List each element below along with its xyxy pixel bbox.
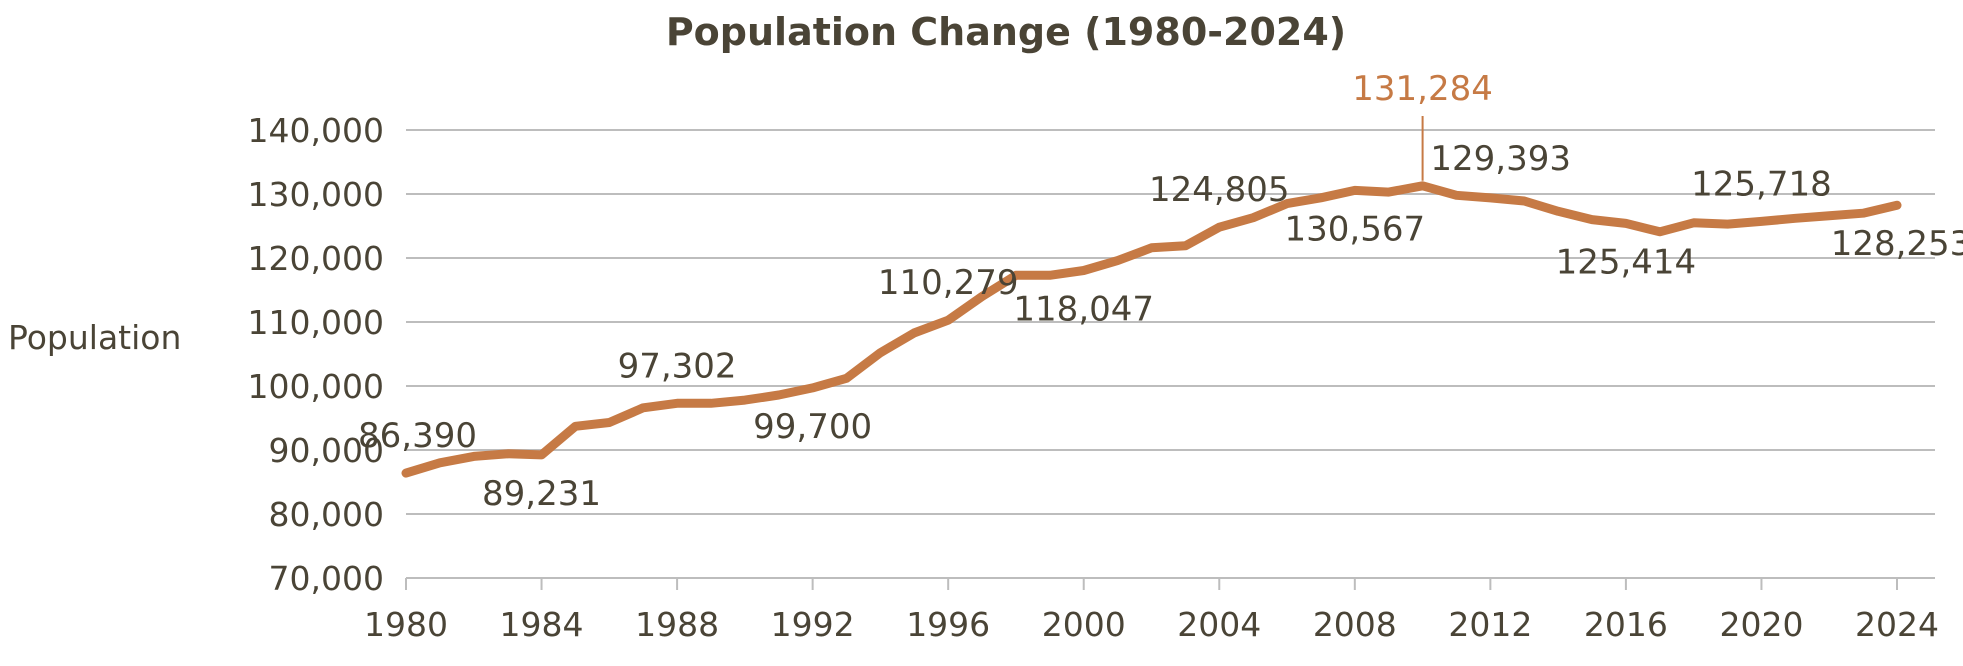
series-layer xyxy=(401,181,1902,478)
y-tick-labels: 70,000 80,000 90,000 100,000 110,000 120,000 1… xyxy=(248,111,384,598)
data-label-2000: 118,047 xyxy=(1013,289,1154,329)
y-tick-label: 140,000 xyxy=(248,111,384,150)
x-tick-label: 2008 xyxy=(1313,605,1397,644)
data-label-2008: 130,567 xyxy=(1285,209,1426,249)
y-tick-label: 110,000 xyxy=(248,303,384,342)
y-tick-label: 90,000 xyxy=(269,431,384,470)
x-axis xyxy=(405,577,1935,590)
y-tick-label: 100,000 xyxy=(248,367,384,406)
data-label-1996: 110,279 xyxy=(878,263,1019,303)
y-tick-label: 120,000 xyxy=(248,239,384,278)
x-tick-label: 2000 xyxy=(1042,605,1126,644)
data-label-2016: 125,414 xyxy=(1556,242,1697,282)
data-label-1980: 86,390 xyxy=(358,416,477,456)
series-line-population xyxy=(401,181,1902,478)
x-tick-label: 1996 xyxy=(906,605,990,644)
x-tick-labels: 1980 1984 1988 1992 1996 2000 2004 2008 2012 2016… xyxy=(364,605,1939,644)
data-label-2012: 129,393 xyxy=(1430,139,1571,179)
data-label-2004: 124,805 xyxy=(1149,170,1290,210)
x-tick-label: 2012 xyxy=(1448,605,1532,644)
data-label-1992: 99,700 xyxy=(753,407,872,447)
data-label-2020: 125,718 xyxy=(1691,164,1832,204)
x-tick-label: 1980 xyxy=(364,605,448,644)
y-tick-label: 80,000 xyxy=(269,495,384,534)
x-tick-label: 2024 xyxy=(1855,605,1939,644)
x-tick-label: 1984 xyxy=(500,605,584,644)
chart-title: Population Change (1980-2024) xyxy=(666,10,1346,54)
x-tick-label: 1992 xyxy=(771,605,855,644)
y-axis-label: Population xyxy=(8,318,181,357)
data-label-1984: 89,231 xyxy=(482,474,601,514)
gridlines xyxy=(406,129,1935,515)
x-tick-label: 2020 xyxy=(1719,605,1803,644)
x-tick-label: 2004 xyxy=(1177,605,1261,644)
x-tick-label: 2016 xyxy=(1584,605,1668,644)
x-tick-label: 1988 xyxy=(635,605,719,644)
data-label-2010: 131,284 xyxy=(1352,69,1493,109)
data-label-2024: 128,253 xyxy=(1831,224,1963,264)
data-label-1988: 97,302 xyxy=(618,346,737,386)
y-tick-label: 70,000 xyxy=(269,559,384,598)
y-tick-label: 130,000 xyxy=(248,175,384,214)
